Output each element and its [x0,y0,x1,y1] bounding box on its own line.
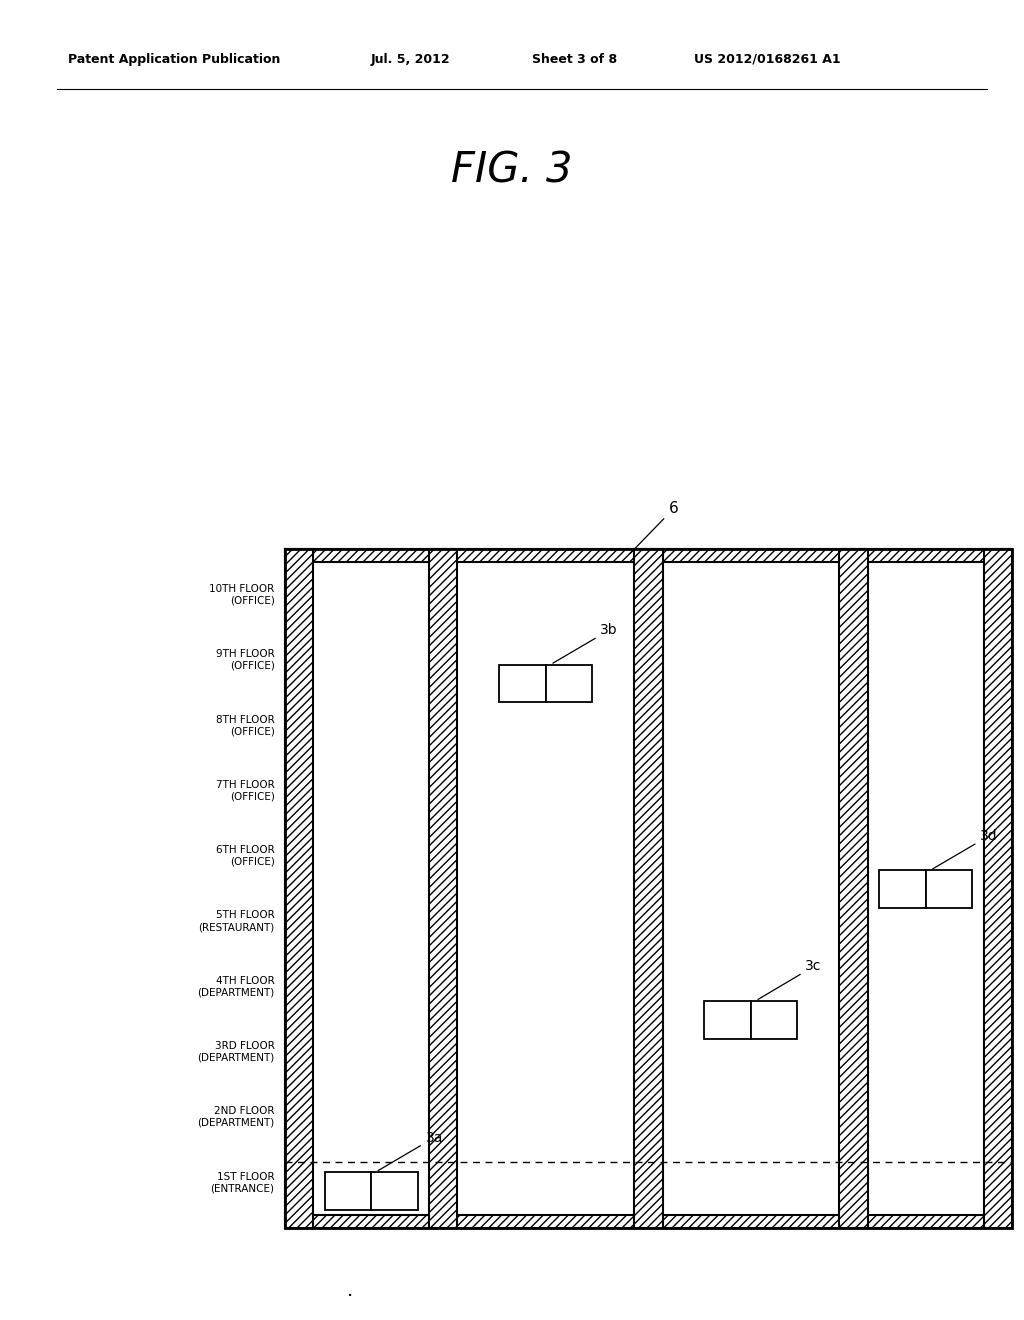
Bar [705,1001,751,1039]
Text: 3a: 3a [378,1130,443,1171]
Text: 1ST FLOOR
(ENTRANCE): 1ST FLOOR (ENTRANCE) [211,1172,274,1193]
Text: 4TH FLOOR
(DEPARTMENT): 4TH FLOOR (DEPARTMENT) [198,975,274,998]
Bar [371,1172,418,1210]
Text: Patent Application Publication: Patent Application Publication [68,53,280,66]
Text: Sheet 3 of 8: Sheet 3 of 8 [532,53,617,66]
Text: Jul. 5, 2012: Jul. 5, 2012 [371,53,451,66]
Bar [325,1172,371,1210]
Text: .: . [347,1280,353,1300]
Text: US 2012/0168261 A1: US 2012/0168261 A1 [694,53,841,66]
Text: 8TH FLOOR
(OFFICE): 8TH FLOOR (OFFICE) [216,714,274,737]
Text: 10TH FLOOR
(OFFICE): 10TH FLOOR (OFFICE) [209,583,274,606]
Bar [285,549,1012,1228]
Text: 9TH FLOOR
(OFFICE): 9TH FLOOR (OFFICE) [216,649,274,671]
Text: 3d: 3d [933,829,997,869]
Text: 2ND FLOOR
(DEPARTMENT): 2ND FLOOR (DEPARTMENT) [198,1106,274,1127]
Bar [880,870,926,908]
Text: 6: 6 [630,502,678,553]
Bar [546,664,592,702]
Bar [285,549,313,1228]
Bar [926,870,972,908]
Text: 3b: 3b [553,623,618,663]
Text: 3RD FLOOR
(DEPARTMENT): 3RD FLOOR (DEPARTMENT) [198,1041,274,1063]
Text: 6TH FLOOR
(OFFICE): 6TH FLOOR (OFFICE) [216,845,274,867]
Bar [634,549,663,1228]
Text: 3c: 3c [758,960,822,999]
Bar [285,1216,1012,1228]
Bar [984,549,1012,1228]
Bar [840,549,867,1228]
Bar [285,549,1012,562]
Bar [751,1001,798,1039]
Text: 7TH FLOOR
(OFFICE): 7TH FLOOR (OFFICE) [216,780,274,801]
Text: FIG. 3: FIG. 3 [452,149,572,191]
Text: 5TH FLOOR
(RESTAURANT): 5TH FLOOR (RESTAURANT) [199,911,274,932]
Bar [500,664,546,702]
Bar [429,549,458,1228]
